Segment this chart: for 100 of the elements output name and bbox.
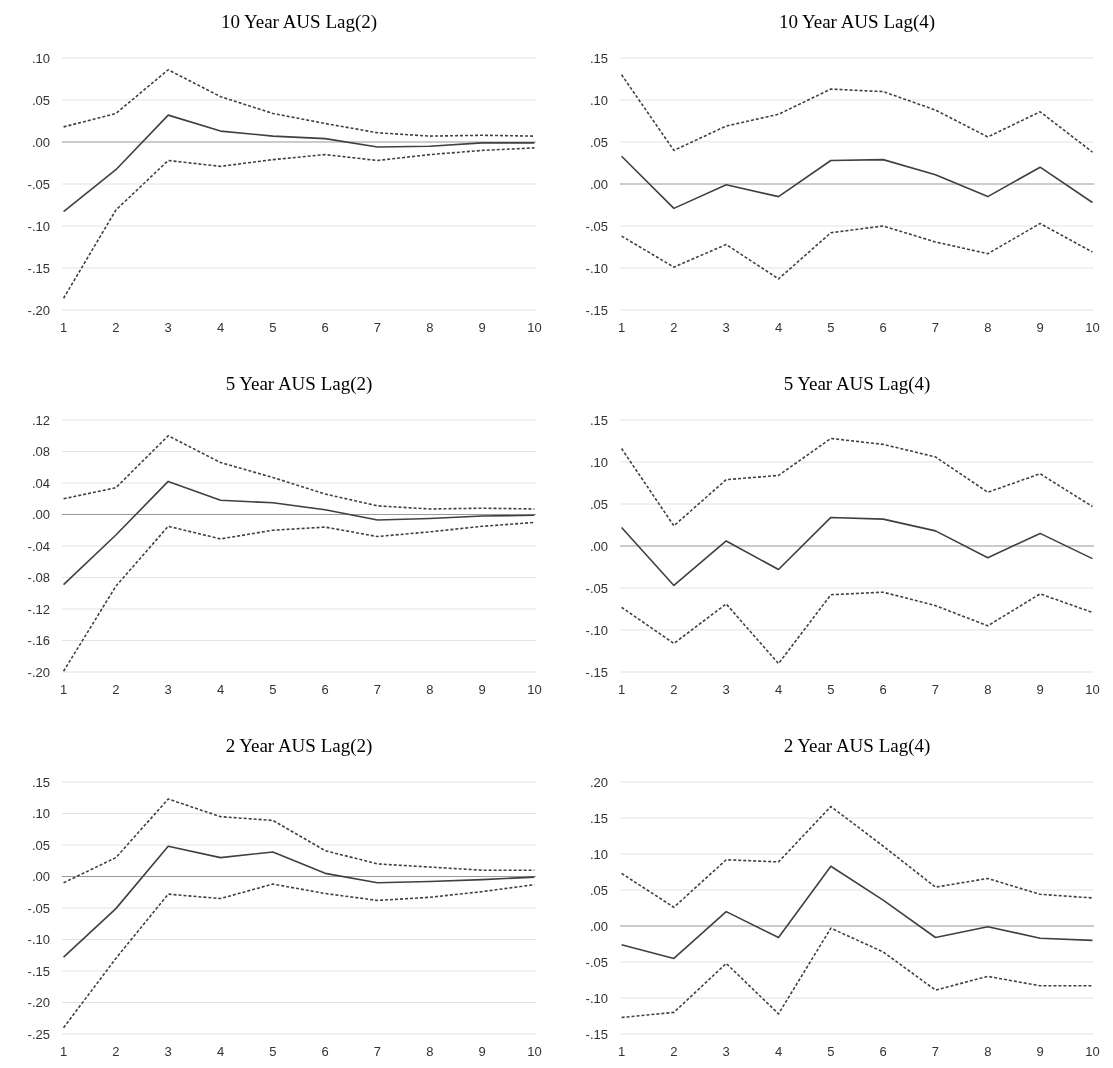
chart-title: 2 Year AUS Lag(4) xyxy=(783,735,931,757)
line-series xyxy=(62,521,536,673)
x-tick-label: 9 xyxy=(478,1044,486,1059)
y-tick-label: -.25 xyxy=(27,1026,50,1042)
x-tick-label: 9 xyxy=(1036,682,1044,697)
x-tick-label: 7 xyxy=(931,1044,940,1059)
x-tick-label: 4 xyxy=(774,320,783,335)
x-tick-label: 6 xyxy=(879,320,887,335)
x-tick-label: 1 xyxy=(59,682,68,697)
x-tick-label: 3 xyxy=(164,320,172,335)
x-tick-label: 10 xyxy=(1085,320,1100,335)
x-tick-label: 9 xyxy=(1036,1044,1044,1059)
y-tick-label: -.16 xyxy=(27,633,50,649)
x-tick-label: 10 xyxy=(527,1044,542,1059)
y-tick-label: -.08 xyxy=(27,570,50,586)
x-tick-label: 4 xyxy=(216,320,225,335)
y-tick-label: -.10 xyxy=(585,990,608,1006)
x-tick-label: 2 xyxy=(670,1044,678,1059)
x-tick-label: 7 xyxy=(373,1044,382,1059)
y-tick-label: -.20 xyxy=(27,995,50,1011)
x-tick-label: 7 xyxy=(373,320,382,335)
x-tick-label: 8 xyxy=(984,320,992,335)
y-tick-label: .00 xyxy=(589,176,608,192)
x-tick-label: 6 xyxy=(321,1044,329,1059)
chart-title: 10 Year AUS Lag(2) xyxy=(220,11,378,33)
y-tick-label: -.05 xyxy=(27,900,50,916)
y-tick-label: -.10 xyxy=(27,932,50,948)
x-tick-label: 6 xyxy=(321,320,329,335)
y-tick-label: .10 xyxy=(31,50,50,66)
y-tick-label: -.05 xyxy=(585,580,608,596)
x-tick-label: 7 xyxy=(931,682,940,697)
x-tick-label: 3 xyxy=(722,320,730,335)
line-series xyxy=(620,927,1094,1019)
y-tick-label: -.15 xyxy=(585,1026,608,1042)
y-tick-label: .00 xyxy=(589,918,608,934)
line-series xyxy=(62,480,536,586)
y-tick-label: .05 xyxy=(589,882,608,898)
y-tick-label: -.10 xyxy=(27,218,50,234)
y-tick-label: -.05 xyxy=(27,176,50,192)
y-tick-label: -.15 xyxy=(27,260,50,276)
x-tick-label: 8 xyxy=(426,320,434,335)
y-tick-label: .05 xyxy=(589,496,608,512)
line-series xyxy=(620,805,1094,909)
x-tick-label: 8 xyxy=(426,682,434,697)
x-tick-label: 1 xyxy=(617,1044,626,1059)
chart-title: 10 Year AUS Lag(4) xyxy=(778,11,936,33)
y-tick-label: .15 xyxy=(589,412,608,428)
y-tick-label: .10 xyxy=(31,806,50,822)
y-tick-label: -.15 xyxy=(585,302,608,318)
x-tick-label: 4 xyxy=(774,1044,783,1059)
line-series xyxy=(620,865,1094,960)
x-tick-label: 3 xyxy=(164,1044,172,1059)
y-tick-label: .10 xyxy=(589,454,608,470)
y-tick-label: .05 xyxy=(31,92,50,108)
x-tick-label: 5 xyxy=(269,682,277,697)
y-tick-label: -.10 xyxy=(585,622,608,638)
x-tick-label: 9 xyxy=(1036,320,1044,335)
x-tick-label: 6 xyxy=(879,1044,887,1059)
line-series xyxy=(620,74,1094,153)
line-series xyxy=(62,114,536,213)
x-tick-label: 3 xyxy=(164,682,172,697)
x-tick-label: 5 xyxy=(269,1044,277,1059)
x-tick-label: 7 xyxy=(373,682,382,697)
line-series xyxy=(620,222,1094,280)
y-tick-label: .00 xyxy=(31,869,50,885)
y-tick-label: .15 xyxy=(589,50,608,66)
x-tick-label: 2 xyxy=(670,682,678,697)
y-tick-label: .15 xyxy=(31,774,50,790)
y-tick-label: .20 xyxy=(589,774,608,790)
x-tick-label: 10 xyxy=(1085,1044,1100,1059)
y-tick-label: -.12 xyxy=(27,601,50,617)
x-tick-label: 4 xyxy=(216,682,225,697)
x-tick-label: 3 xyxy=(722,682,730,697)
y-tick-label: .10 xyxy=(589,846,608,862)
x-tick-label: 5 xyxy=(827,320,835,335)
x-tick-label: 9 xyxy=(478,320,486,335)
x-tick-label: 5 xyxy=(269,320,277,335)
x-tick-label: 8 xyxy=(984,682,992,697)
x-tick-label: 5 xyxy=(827,1044,835,1059)
line-series xyxy=(620,591,1094,665)
y-tick-label: -.10 xyxy=(585,260,608,276)
chart-title: 2 Year AUS Lag(2) xyxy=(225,735,373,757)
y-tick-label: -.04 xyxy=(27,538,50,554)
y-tick-label: -.15 xyxy=(585,664,608,680)
line-series xyxy=(62,68,536,137)
line-series xyxy=(62,434,536,510)
x-tick-label: 4 xyxy=(774,682,783,697)
x-tick-label: 4 xyxy=(216,1044,225,1059)
y-tick-label: -.20 xyxy=(27,664,50,680)
x-tick-label: 5 xyxy=(827,682,835,697)
x-tick-label: 10 xyxy=(1085,682,1100,697)
y-tick-label: .04 xyxy=(31,475,50,491)
x-tick-label: 3 xyxy=(722,1044,730,1059)
line-series xyxy=(620,516,1094,587)
y-tick-label: .10 xyxy=(589,92,608,108)
y-tick-label: .00 xyxy=(589,538,608,554)
y-tick-label: -.05 xyxy=(585,954,608,970)
x-tick-label: 2 xyxy=(112,1044,120,1059)
x-tick-label: 1 xyxy=(617,320,626,335)
x-tick-label: 10 xyxy=(527,682,542,697)
